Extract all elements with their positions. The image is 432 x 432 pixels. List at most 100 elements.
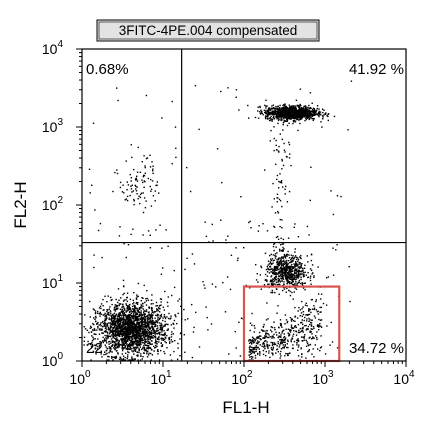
event-dot <box>298 261 300 264</box>
event-dot <box>158 338 160 341</box>
event-dot <box>264 337 266 339</box>
event-dot <box>264 252 267 254</box>
event-dot <box>293 330 295 332</box>
event-dot <box>286 119 289 121</box>
event-dot <box>121 346 123 348</box>
event-dot <box>133 200 135 202</box>
event-dot <box>84 314 86 316</box>
event-dot <box>294 265 296 267</box>
event-dot <box>149 343 151 345</box>
event-dot <box>137 341 140 343</box>
event-dot <box>130 314 132 317</box>
event-dot <box>128 318 131 321</box>
event-dot <box>134 317 137 319</box>
event-dot <box>114 326 116 328</box>
event-dot <box>159 331 161 334</box>
event-dot <box>310 325 313 327</box>
event-dot <box>273 149 275 152</box>
event-dot <box>288 122 290 124</box>
event-dot <box>274 253 277 255</box>
event-dot <box>225 239 227 241</box>
event-dot <box>252 350 254 353</box>
event-dot <box>121 349 124 352</box>
event-dot <box>128 342 131 344</box>
event-dot <box>319 347 322 349</box>
event-dot <box>154 325 157 327</box>
event-dot <box>148 346 150 349</box>
event-dot <box>160 301 162 303</box>
event-dot <box>128 310 131 313</box>
event-dot <box>84 328 87 330</box>
event-dot <box>285 118 288 120</box>
event-dot <box>274 255 276 257</box>
event-dot <box>147 332 150 334</box>
event-dot <box>272 260 274 262</box>
event-dot <box>274 329 276 331</box>
event-dot <box>294 316 296 318</box>
event-dot <box>298 272 300 274</box>
event-dot <box>249 353 252 355</box>
event-dot <box>318 329 320 331</box>
event-dot <box>297 275 299 277</box>
event-dot <box>157 329 160 332</box>
event-dot <box>113 327 115 329</box>
event-dot <box>281 271 284 274</box>
event-dot <box>282 243 285 245</box>
event-dot <box>296 268 298 270</box>
event-dot <box>130 312 133 314</box>
event-dot <box>116 345 119 347</box>
event-dot <box>160 329 162 331</box>
event-dot <box>150 188 153 191</box>
event-dot <box>286 111 288 113</box>
event-dot <box>116 327 119 330</box>
event-dot <box>160 349 162 352</box>
event-dot <box>130 233 132 236</box>
event-dot <box>267 318 269 320</box>
event-dot <box>283 266 285 268</box>
event-dot <box>263 109 266 111</box>
event-dot <box>267 268 269 271</box>
event-dot <box>177 312 179 315</box>
event-dot <box>309 92 312 94</box>
event-dot <box>136 345 138 347</box>
event-dot <box>294 256 296 258</box>
event-dot <box>98 344 101 347</box>
event-dot <box>100 325 102 327</box>
event-dot <box>262 330 264 332</box>
event-dot <box>259 111 261 113</box>
event-dot <box>130 348 132 350</box>
event-dot <box>155 324 157 326</box>
event-dot <box>131 331 133 333</box>
event-dot <box>86 344 88 346</box>
event-dot <box>138 330 140 333</box>
event-dot <box>97 327 99 329</box>
event-dot <box>303 113 305 115</box>
event-dot <box>114 356 116 358</box>
event-dot <box>273 337 275 339</box>
event-dot <box>135 312 137 314</box>
event-dot <box>216 148 219 150</box>
event-dot <box>255 350 257 353</box>
event-dot <box>283 108 286 111</box>
event-dot <box>123 359 126 361</box>
event-dot <box>139 312 141 314</box>
event-dot <box>295 284 297 286</box>
event-dot <box>286 266 288 269</box>
event-dot <box>162 339 165 341</box>
event-dot <box>286 353 289 355</box>
event-dot <box>226 276 229 278</box>
event-dot <box>289 269 292 271</box>
event-dot <box>112 320 114 323</box>
event-dot <box>283 288 286 290</box>
event-dot <box>120 339 123 341</box>
event-dot <box>292 108 294 111</box>
event-dot <box>149 321 152 323</box>
event-dot <box>117 334 119 337</box>
event-dot <box>289 113 291 115</box>
event-dot <box>301 273 303 275</box>
event-dot <box>269 261 271 263</box>
event-dot <box>100 353 102 355</box>
event-dot <box>264 111 266 114</box>
event-dot <box>280 111 282 113</box>
event-dot <box>174 314 176 316</box>
